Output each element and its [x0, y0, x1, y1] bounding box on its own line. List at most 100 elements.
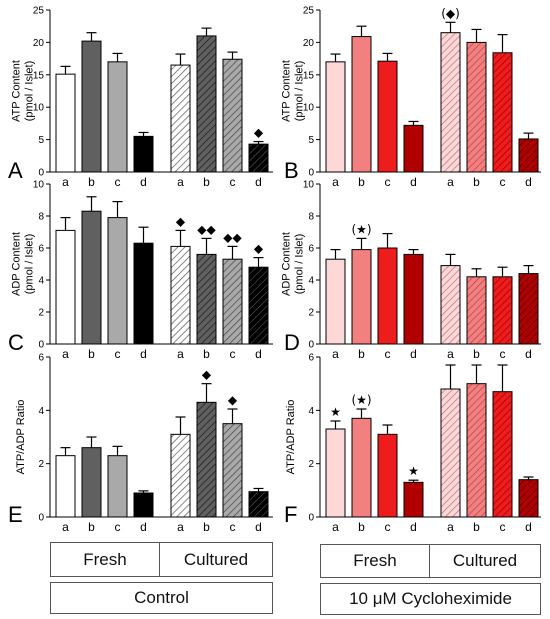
bar: [133, 242, 154, 345]
x-tick-label: a: [447, 347, 454, 361]
y-tick-label: 6: [308, 244, 314, 255]
y-tick-label: 6: [38, 353, 44, 364]
bar: [466, 41, 487, 173]
bar: [81, 40, 102, 173]
x-tick-label: d: [140, 347, 147, 361]
y-tick-label: 5: [38, 135, 44, 146]
x-tick-label: c: [500, 520, 506, 534]
bar: [440, 32, 461, 173]
bar: [440, 388, 461, 518]
x-tick-label: a: [62, 347, 69, 361]
bar: [403, 124, 424, 173]
bar: [107, 61, 128, 173]
y-tick-label: 8: [38, 212, 44, 223]
x-tick-label: d: [255, 175, 262, 189]
y-tick-label: 4: [38, 406, 44, 417]
panel-label: F: [284, 502, 297, 527]
significance-marker: (★): [351, 222, 371, 236]
y-tick-label: 0: [308, 168, 314, 179]
bar: [170, 245, 191, 345]
y-tick-label: 4: [308, 406, 314, 417]
bar: [377, 433, 398, 518]
y-tick-label: 15: [303, 70, 315, 81]
bar: [403, 481, 424, 518]
y-axis-title-line: ADP Content: [11, 232, 23, 296]
x-tick-label: a: [177, 347, 184, 361]
y-tick-label: 4: [308, 276, 314, 287]
x-tick-label: b: [473, 520, 480, 534]
x-tick-label: c: [230, 175, 236, 189]
significance-marker: ★: [408, 464, 419, 478]
panel-f: 0 2 4 6 ATP/ADP Ratio a b c d a b c d ★ (★) ★ F: [284, 353, 541, 534]
bar: [170, 64, 191, 173]
y-axis-title-line: ADP Content: [281, 232, 293, 296]
y-tick-label: 4: [38, 276, 44, 287]
y-tick-label: 2: [38, 308, 44, 319]
y-axis-title-line: (pmol / Islet): [23, 234, 35, 295]
x-tick-label: a: [332, 347, 339, 361]
y-tick-label: 5: [308, 135, 314, 146]
y-tick-label: 10: [33, 180, 45, 191]
x-tick-label: d: [410, 175, 417, 189]
panel-label: E: [8, 502, 23, 527]
y-tick-label: 2: [38, 459, 44, 470]
bar: [440, 265, 461, 345]
legend-control: Control: [50, 582, 273, 614]
bar: [351, 36, 372, 173]
y-tick-label: 0: [308, 340, 314, 351]
x-tick-label: a: [62, 520, 69, 534]
bar: [55, 455, 76, 518]
y-axis-title: ADP Content(pmol / Islet): [281, 232, 306, 296]
x-tick-label: c: [385, 520, 391, 534]
x-tick-label: a: [177, 520, 184, 534]
significance-marker: (◆): [441, 6, 460, 20]
x-tick-label: d: [140, 175, 147, 189]
bar: [492, 391, 513, 518]
x-tick-label: d: [410, 347, 417, 361]
legend-cultured-left: Cultured: [159, 542, 273, 577]
bar: [518, 273, 539, 345]
y-tick-label: 6: [38, 244, 44, 255]
bar: [107, 217, 128, 345]
y-axis-title: ATP Content(pmol / Islet): [11, 60, 36, 122]
y-tick-label: 20: [33, 38, 45, 49]
bar: [403, 253, 424, 345]
x-tick-label: d: [255, 347, 262, 361]
y-axis-title-line: (pmol / Islet): [293, 234, 305, 295]
y-axis-title: ATP/ADP Ratio: [15, 400, 27, 475]
x-tick-label: b: [358, 520, 365, 534]
panel-label: A: [8, 158, 23, 183]
y-tick-label: 10: [33, 103, 45, 114]
y-tick-label: 0: [38, 168, 44, 179]
x-tick-label: c: [115, 175, 121, 189]
bar: [325, 258, 346, 345]
y-tick-label: 8: [308, 212, 314, 223]
x-tick-label: c: [115, 520, 121, 534]
bar: [377, 247, 398, 345]
panel-a: 0 5 10 15 20 25 ATP Content(pmol / Islet) a b c d a…: [8, 6, 273, 189]
bar: [196, 253, 217, 345]
x-tick-label: d: [525, 520, 532, 534]
x-tick-label: d: [525, 347, 532, 361]
x-tick-label: c: [230, 520, 236, 534]
bar: [222, 423, 243, 518]
panel-label: D: [284, 330, 300, 355]
significance-marker: ◆: [176, 214, 186, 228]
bar: [325, 428, 346, 518]
x-tick-label: b: [203, 347, 210, 361]
bar: [81, 447, 102, 518]
x-tick-label: c: [385, 175, 391, 189]
bar: [248, 491, 269, 518]
panel-b: 0 5 10 15 20 25 ATP Content(pmol / Islet) a b c d a…: [281, 6, 541, 189]
y-tick-label: 15: [33, 70, 45, 81]
bar: [248, 266, 269, 345]
bar: [351, 249, 372, 345]
bar: [107, 455, 128, 518]
x-tick-label: d: [410, 520, 417, 534]
bar: [196, 401, 217, 518]
y-axis-title: ATP/ADP Ratio: [285, 400, 297, 475]
y-tick-label: 0: [38, 513, 44, 524]
x-tick-label: b: [358, 175, 365, 189]
x-tick-label: c: [500, 347, 506, 361]
